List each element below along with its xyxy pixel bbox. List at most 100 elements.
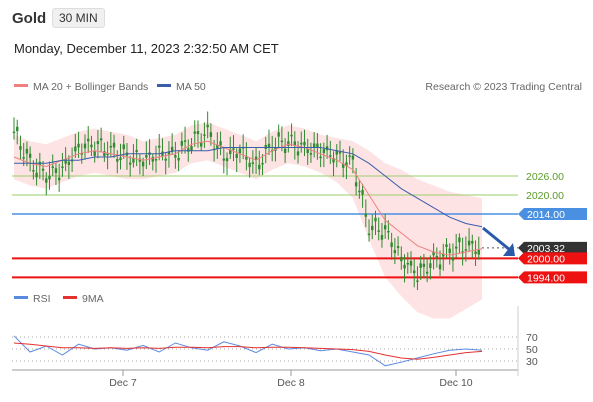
candle-body xyxy=(16,126,19,132)
candle-body xyxy=(219,141,222,146)
candle-body xyxy=(77,143,80,148)
level-label-2003.32: 2003.32 xyxy=(518,241,587,255)
bollinger-band-fill xyxy=(14,122,482,319)
ma50-line xyxy=(14,147,483,228)
candle-body xyxy=(170,146,174,152)
candle-body xyxy=(203,134,206,136)
level-label-2000.00: 2000.00 xyxy=(518,252,587,265)
candle-body xyxy=(413,270,416,274)
rsi-tick-70: 70 xyxy=(526,332,538,344)
candle-body xyxy=(83,143,87,149)
candle-body xyxy=(303,141,306,146)
candle-body xyxy=(309,153,313,155)
candle-body xyxy=(48,175,51,180)
ma9-legend-label: 9MA xyxy=(82,293,104,305)
candle-body xyxy=(383,225,387,230)
candle-body xyxy=(25,148,29,154)
candle-body xyxy=(200,141,203,147)
candle-body xyxy=(116,159,119,162)
level-label-2026.00: 2026.00 xyxy=(526,171,564,183)
candle-body xyxy=(474,251,477,255)
candle-body xyxy=(464,249,468,251)
candle-body xyxy=(267,143,271,148)
ma50-legend-swatch xyxy=(157,84,171,87)
candle-body xyxy=(293,141,296,146)
rsi-legend-label: RSI xyxy=(33,293,51,305)
candle-body xyxy=(22,157,25,159)
candle-body xyxy=(222,158,225,161)
candle-body xyxy=(74,146,77,152)
candle-body xyxy=(432,251,435,256)
candle-body xyxy=(467,240,471,246)
candle-body xyxy=(145,155,148,158)
candle-body xyxy=(51,166,54,169)
candle-body xyxy=(164,158,167,161)
candle-body xyxy=(122,144,125,150)
candle-body xyxy=(477,249,480,255)
candle-body xyxy=(354,182,358,187)
candle-body xyxy=(177,157,180,161)
candle-body xyxy=(209,132,213,137)
candle-body xyxy=(80,153,83,155)
candle-body xyxy=(332,157,335,163)
level-text: 1994.00 xyxy=(527,272,565,284)
x-tick-label: Dec 10 xyxy=(439,377,472,389)
candle-body xyxy=(12,131,16,134)
candle-body xyxy=(316,143,319,148)
candle-body xyxy=(277,132,280,137)
candle-body xyxy=(335,150,338,155)
candle-body xyxy=(322,149,326,154)
candle-body xyxy=(106,153,109,156)
candle-body xyxy=(361,189,364,195)
candle-body xyxy=(87,138,90,142)
candle-body xyxy=(232,148,235,150)
candle-body xyxy=(161,151,164,157)
candle-body xyxy=(103,151,106,157)
candle-body xyxy=(109,145,113,148)
candle-body xyxy=(35,172,38,178)
candle-body xyxy=(45,178,48,183)
candle-body xyxy=(112,142,116,148)
level-text: 2000.00 xyxy=(527,253,565,265)
candle-body xyxy=(187,148,190,152)
candle-body xyxy=(438,264,442,270)
timeframe-badge[interactable]: 30 MIN xyxy=(52,8,105,28)
x-axis-ticks: Dec 7 Dec 8 Dec 10 xyxy=(109,370,473,389)
candle-body xyxy=(19,146,22,150)
candle-body xyxy=(238,148,242,154)
level-label-2014.00: 2014.00 xyxy=(518,208,587,221)
candle-body xyxy=(28,153,32,158)
candle-body xyxy=(416,280,419,282)
ma9-legend-swatch xyxy=(63,296,77,299)
rsi-legend-swatch xyxy=(14,296,28,299)
candle-body xyxy=(54,168,58,173)
candle-body xyxy=(264,144,267,149)
candle-body xyxy=(396,246,400,248)
candle-body xyxy=(380,234,384,240)
candle-body xyxy=(141,161,145,167)
candle-body xyxy=(409,260,413,266)
level-badge xyxy=(518,241,587,254)
x-tick-label: Dec 7 xyxy=(109,377,137,389)
level-label-1994.00: 1994.00 xyxy=(518,271,587,284)
candle-body xyxy=(287,141,290,146)
candle-body xyxy=(306,148,309,153)
candle-body xyxy=(41,168,45,171)
candle-body xyxy=(296,151,300,156)
candle-body xyxy=(338,152,342,154)
candle-body xyxy=(325,146,329,151)
candle-body xyxy=(367,233,371,236)
rsi-lines xyxy=(13,335,483,367)
candle-body xyxy=(174,155,177,158)
chart-header: Gold 30 MIN xyxy=(0,0,593,40)
candle-body xyxy=(290,134,293,137)
ma20-legend-label: MA 20 + Bollinger Bands xyxy=(33,81,148,93)
candle-body xyxy=(90,144,93,148)
candle-body xyxy=(190,145,193,151)
level-label-2020.00: 2020.00 xyxy=(526,190,564,202)
level-text: 2014.00 xyxy=(527,209,565,221)
candle-body xyxy=(377,230,380,232)
candle-body xyxy=(261,162,264,165)
candle-body xyxy=(442,253,445,257)
